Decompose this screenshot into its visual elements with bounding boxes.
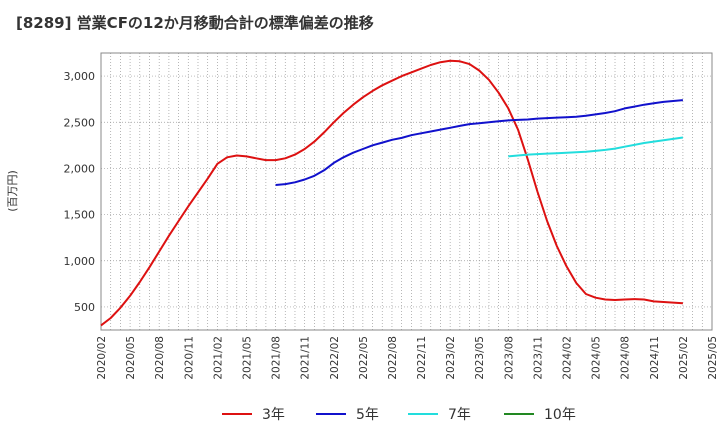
x-tick-label: 2022/05 (358, 336, 370, 380)
y-tick-label: 1,000 (64, 255, 96, 268)
x-tick-label: 2024/11 (649, 336, 661, 380)
y-tick-label: 3,000 (64, 70, 96, 83)
x-tick-label: 2024/02 (562, 336, 574, 380)
x-tick-label: 2021/11 (300, 336, 312, 380)
y-tick-label: 500 (74, 301, 95, 314)
x-tick-label: 2024/08 (620, 336, 632, 380)
x-tick-label: 2020/05 (125, 336, 137, 380)
legend-label: 10年 (544, 407, 576, 423)
legend-label: 7年 (448, 407, 471, 423)
series-lines (100, 59, 684, 327)
series-line (275, 99, 683, 186)
x-axis-ticks: 2020/02 2020/05 2020/08 2020/11 2021/02 2021/… (96, 336, 719, 380)
x-tick-label: 2020/11 (183, 336, 195, 380)
x-tick-label: 2022/08 (387, 336, 399, 380)
x-tick-label: 2023/08 (503, 336, 515, 380)
x-tick-label: 2023/05 (474, 336, 486, 380)
y-tick-label: 2,000 (64, 162, 96, 175)
x-tick-label: 2022/02 (329, 336, 341, 380)
x-tick-label: 2022/11 (416, 336, 428, 380)
y-axis-label: (百万円) (6, 170, 19, 212)
x-tick-label: 2021/02 (212, 336, 224, 380)
y-tick-label: 1,500 (64, 209, 96, 222)
chart-title: [8289] 営業CFの12か月移動合計の標準偏差の推移 (16, 14, 374, 32)
legend-label: 5年 (356, 407, 379, 423)
x-tick-label: 2025/05 (707, 336, 719, 380)
x-tick-label: 2021/05 (241, 336, 253, 380)
legend: 3年 5年 7年 10年 (222, 407, 576, 423)
series-line (508, 136, 684, 158)
x-tick-label: 2025/02 (678, 336, 690, 380)
x-tick-label: 2021/08 (271, 336, 283, 380)
x-tick-label: 2020/08 (154, 336, 166, 380)
x-tick-label: 2024/05 (591, 336, 603, 380)
y-axis-ticks: 500 1,000 1,500 2,000 2,500 3,000 (64, 70, 96, 314)
grid-lines (100, 53, 713, 330)
x-tick-label: 2023/02 (445, 336, 457, 380)
x-tick-label: 2020/02 (96, 336, 108, 380)
y-tick-label: 2,500 (64, 116, 96, 129)
plot-frame (100, 52, 713, 331)
legend-label: 3年 (262, 407, 285, 423)
x-tick-label: 2023/11 (532, 336, 544, 380)
series-line (100, 59, 683, 327)
